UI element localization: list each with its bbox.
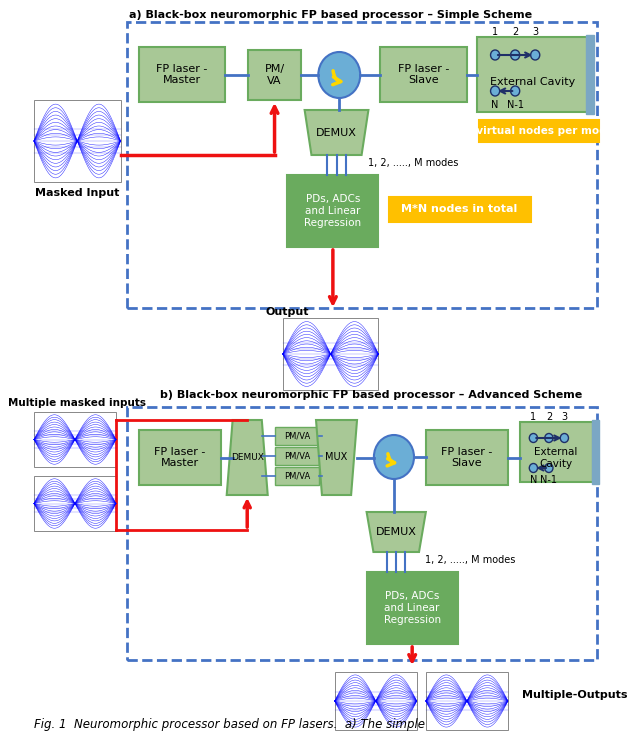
- Circle shape: [511, 86, 520, 96]
- Text: DEMUX: DEMUX: [376, 527, 417, 537]
- Circle shape: [560, 434, 568, 442]
- Polygon shape: [227, 420, 268, 495]
- Bar: [389, 197, 531, 222]
- Circle shape: [511, 50, 520, 60]
- Circle shape: [374, 435, 414, 479]
- Text: PM/
VA: PM/ VA: [264, 64, 285, 86]
- Polygon shape: [316, 420, 357, 495]
- Circle shape: [545, 464, 553, 473]
- Circle shape: [490, 86, 500, 96]
- Text: PDs, ADCs
and Linear
Regression: PDs, ADCs and Linear Regression: [383, 592, 441, 625]
- Text: 1: 1: [492, 27, 498, 37]
- Text: PDs, ADCs
and Linear
Regression: PDs, ADCs and Linear Regression: [304, 194, 362, 227]
- Bar: [586, 35, 595, 114]
- Text: 1: 1: [531, 412, 536, 422]
- Text: PM/VA: PM/VA: [284, 472, 310, 481]
- Circle shape: [529, 434, 538, 442]
- Text: N-1: N-1: [507, 100, 524, 110]
- Text: PM/VA: PM/VA: [284, 431, 310, 441]
- Text: FP laser -
Master: FP laser - Master: [156, 64, 208, 85]
- Bar: [275, 427, 319, 445]
- Bar: [367, 572, 458, 644]
- Bar: [127, 22, 597, 308]
- Bar: [287, 175, 378, 247]
- Bar: [283, 318, 378, 390]
- Bar: [592, 420, 599, 484]
- Text: PM/VA: PM/VA: [284, 451, 310, 461]
- Bar: [335, 672, 417, 730]
- Text: FP laser -
Master: FP laser - Master: [154, 447, 205, 468]
- Bar: [477, 37, 588, 112]
- Bar: [139, 47, 225, 102]
- Bar: [275, 447, 319, 465]
- Bar: [248, 50, 301, 100]
- Text: External Cavity: External Cavity: [490, 77, 575, 87]
- Text: 3: 3: [532, 27, 538, 37]
- Text: N: N: [492, 100, 499, 110]
- Text: 1, 2, ....., M modes: 1, 2, ....., M modes: [369, 158, 459, 168]
- Text: DEMUX: DEMUX: [316, 127, 357, 138]
- Text: External
Cavity: External Cavity: [534, 447, 578, 469]
- Text: MUX: MUX: [325, 453, 348, 462]
- Bar: [127, 407, 597, 660]
- Text: FP laser -
Slave: FP laser - Slave: [398, 64, 449, 85]
- Bar: [380, 47, 467, 102]
- Text: 3: 3: [561, 412, 568, 422]
- Bar: [275, 467, 319, 485]
- Bar: [426, 430, 508, 485]
- Text: 1, 2, ....., M modes: 1, 2, ....., M modes: [426, 555, 516, 565]
- Text: a) Black-box neuromorphic FP based processor – Simple Scheme: a) Black-box neuromorphic FP based proce…: [129, 10, 532, 20]
- Text: Fig. 1  Neuromorphic processor based on FP lasers.  a) The simple: Fig. 1 Neuromorphic processor based on F…: [34, 718, 425, 731]
- Bar: [34, 476, 116, 531]
- Text: Output: Output: [266, 307, 309, 317]
- Circle shape: [318, 52, 360, 98]
- Text: N: N: [530, 475, 537, 485]
- Text: Masked Input: Masked Input: [35, 188, 119, 198]
- Circle shape: [545, 434, 553, 442]
- Text: DEMUX: DEMUX: [231, 453, 264, 462]
- Bar: [426, 672, 508, 730]
- Text: 2: 2: [512, 27, 518, 37]
- Circle shape: [490, 50, 500, 60]
- Bar: [139, 430, 221, 485]
- Polygon shape: [367, 512, 426, 552]
- Bar: [520, 422, 593, 482]
- Polygon shape: [305, 110, 369, 155]
- Text: Multiple-Outputs: Multiple-Outputs: [522, 690, 627, 700]
- Text: N-1: N-1: [540, 475, 557, 485]
- Text: FP laser -
Slave: FP laser - Slave: [441, 447, 493, 468]
- Text: M*N nodes in total: M*N nodes in total: [401, 204, 518, 214]
- Bar: [34, 412, 116, 467]
- Bar: [34, 100, 120, 182]
- Circle shape: [531, 50, 540, 60]
- Text: Multiple masked inputs: Multiple masked inputs: [8, 398, 146, 408]
- Circle shape: [529, 464, 538, 473]
- Text: N virtual nodes per mode: N virtual nodes per mode: [464, 126, 614, 136]
- Text: 2: 2: [546, 412, 552, 422]
- Text: b) Black-box neuromorphic FP based processor – Advanced Scheme: b) Black-box neuromorphic FP based proce…: [160, 390, 582, 400]
- Bar: [479, 120, 599, 142]
